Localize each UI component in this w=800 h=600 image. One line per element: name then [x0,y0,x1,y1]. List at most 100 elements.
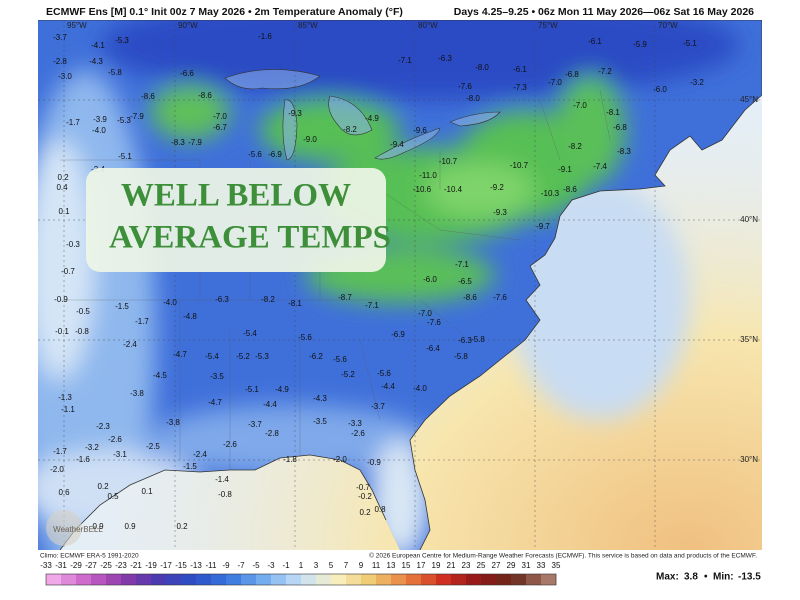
anomaly-label: -6.3 [215,295,229,304]
colorbar-label: 17 [417,561,426,570]
title: ECMWF Ens [M] 0.1° Init 00z 7 May 2026 •… [46,6,403,18]
anomaly-label: -10.7 [510,161,529,170]
colorbar-label: 3 [314,561,319,570]
anomaly-label: -7.6 [493,293,507,302]
colorbar-label: -31 [55,561,67,570]
great-lakes [224,69,501,161]
anomaly-label: -6.4 [426,344,440,353]
colorbar-swatch [256,574,272,585]
anomaly-label: -1.6 [258,32,272,41]
anomaly-label: -2.4 [123,340,137,349]
anomaly-label: -5.3 [255,352,269,361]
longitude-label: 90°W [178,21,198,30]
anomaly-label: -2.6 [351,429,365,438]
colorbar: -33 -31 -29 -27 -25 -23 -21 -19 -17 -15 -13 -11 -9 -7… [40,561,561,586]
anomaly-label: -1.5 [183,462,197,471]
colorbar-swatch [316,574,332,585]
colorbar-label: -21 [130,561,142,570]
colorbar-swatch [196,574,212,585]
colorbar-label: 23 [462,561,471,570]
anomaly-label: -4.4 [381,382,395,391]
map: -3.7 -4.1 -5.3 -2.8 -4.3 -3.0 -5.8 -1.6 -6.6 -8.6… [38,20,762,550]
anomaly-label: -6.8 [613,123,627,132]
anomaly-label: -3.8 [130,389,144,398]
colorbar-label: -11 [206,561,218,570]
cool-ocean [510,180,690,420]
valid-time: Days 4.25–9.25 • 06z Mon 11 May 2026—06z… [454,6,754,18]
colorbar-label: 35 [552,561,561,570]
anomaly-label: -3.7 [53,33,67,42]
colorbar-swatch [466,574,482,585]
anomaly-label: -6.2 [309,352,323,361]
colorbar-swatch [46,574,62,585]
anomaly-label: -8.7 [338,293,352,302]
anomaly-label: -9.6 [413,126,427,135]
anomaly-label: -0.8 [218,490,232,499]
anomaly-label: -7.4 [593,162,607,171]
anomaly-label: -2.0 [333,455,347,464]
colorbar-swatch [286,574,302,585]
colorbar-swatch [136,574,152,585]
anomaly-label: -4.3 [313,394,327,403]
anomaly-label: -3.2 [690,78,704,87]
anomaly-label: -4.0 [92,126,106,135]
anomaly-label: -3.3 [348,419,362,428]
anomaly-label: -3.1 [113,450,127,459]
logo: WeatherBELL [53,525,103,534]
anomaly-label: 0.2 [97,482,109,491]
colorbar-label: -3 [267,561,275,570]
anomaly-label: -5.1 [118,152,132,161]
anomaly-label: -5.4 [243,329,257,338]
anomaly-label: -2.6 [108,435,122,444]
anomaly-label: 0.2 [57,173,69,182]
anomaly-label: -9.3 [493,208,507,217]
anomaly-label: -7.0 [548,78,562,87]
anomaly-label: -7.0 [418,309,432,318]
anomaly-label: -1.8 [283,455,297,464]
coastline [38,20,762,550]
colorbar-swatch [511,574,527,585]
colorbar-label: -33 [40,561,52,570]
longitude-label: 70°W [658,21,678,30]
anomaly-label: -2.8 [53,57,67,66]
anomaly-label: -5.6 [248,150,262,159]
colorbar-label: 21 [447,561,456,570]
anomaly-label: -6.3 [438,54,452,63]
anomaly-label: -4.1 [91,41,105,50]
colorbar-label: 15 [402,561,411,570]
anomaly-label: -4.4 [263,400,277,409]
anomaly-label: -4.0 [163,298,177,307]
anomaly-label: -7.1 [455,260,469,269]
anomaly-label: -1.6 [76,455,90,464]
colorbar-label: -17 [160,561,172,570]
anomaly-label: -6.3 [458,336,472,345]
colorbar-label: 25 [477,561,486,570]
colorbar-label: 5 [329,561,334,570]
anomaly-label: -10.4 [444,185,463,194]
anomaly-label: -3.0 [58,72,72,81]
anomaly-label: -10.3 [541,189,560,198]
anomaly-label: -7.1 [398,56,412,65]
anomaly-label: -6.1 [513,65,527,74]
colorbar-swatch [151,574,167,585]
colorbar-swatch [226,574,242,585]
anomaly-label: -0.2 [358,492,372,501]
colorbar-label: -7 [237,561,245,570]
anomaly-label: 0.6 [58,488,70,497]
anomaly-label: -5.1 [683,39,697,48]
anomaly-label: 0.2 [176,522,188,531]
anomaly-label: -8.1 [288,299,302,308]
anomaly-label: -0.7 [61,267,75,276]
anomaly-label: -8.6 [141,92,155,101]
anomaly-label: -2.5 [146,442,160,451]
max-value: 3.8 [684,572,698,583]
colorbar-label: -19 [145,561,157,570]
colorbar-label: 31 [522,561,531,570]
colorbar-swatch [451,574,467,585]
colorbar-swatch [106,574,122,585]
anomaly-label: -4.3 [89,57,103,66]
anomaly-label: 0.5 [107,492,119,501]
anomaly-label: -7.6 [458,82,472,91]
colorbar-label: -15 [175,561,187,570]
